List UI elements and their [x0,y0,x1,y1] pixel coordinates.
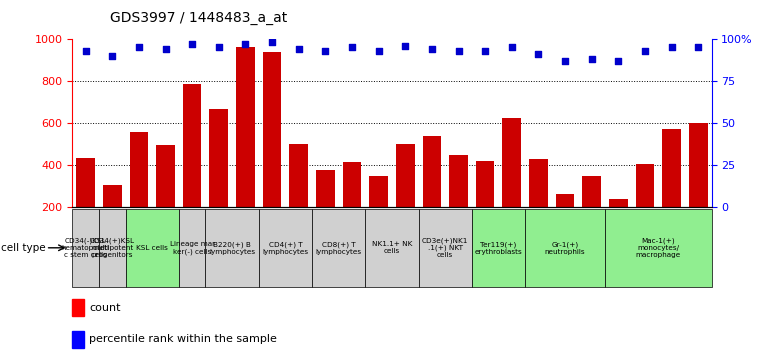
Bar [72,331,84,348]
Bar [76,158,95,249]
Bar [342,162,361,249]
Point [559,58,571,64]
Bar [263,52,282,249]
Point [213,45,225,50]
Text: NK1.1+ NK
cells: NK1.1+ NK cells [371,241,412,254]
Bar [179,209,205,287]
Text: Ter119(+)
erythroblasts: Ter119(+) erythroblasts [475,241,522,255]
Point [666,45,678,50]
Bar [99,209,126,287]
Point [400,43,412,48]
Bar [365,209,419,287]
Text: KSL cells: KSL cells [136,245,168,251]
Text: B220(+) B
lymphocytes: B220(+) B lymphocytes [209,241,255,255]
Point [186,41,199,47]
Bar [126,209,179,287]
Bar [689,123,708,249]
Text: GDS3997 / 1448483_a_at: GDS3997 / 1448483_a_at [110,11,288,25]
Text: Gr-1(+)
neutrophils: Gr-1(+) neutrophils [545,241,585,255]
Point [479,48,492,53]
Bar [72,299,84,316]
Bar [396,144,415,249]
Point [639,48,651,53]
Text: CD3e(+)NK1
.1(+) NKT
cells: CD3e(+)NK1 .1(+) NKT cells [422,237,468,258]
Point [426,46,438,52]
Text: CD8(+) T
lymphocytes: CD8(+) T lymphocytes [316,241,361,255]
Point [160,46,172,52]
Point [612,58,624,64]
Point [320,48,332,53]
Bar [103,185,122,249]
Bar [605,209,712,287]
Bar [449,155,468,249]
Point [346,45,358,50]
Bar [419,209,472,287]
Point [586,56,598,62]
Bar [556,194,575,249]
Bar [609,199,628,249]
Bar [205,209,259,287]
Bar [635,164,654,249]
Point [107,53,119,58]
Point [80,48,92,53]
Text: count: count [90,303,121,313]
Text: CD34(+)KSL
multipotent
progenitors: CD34(+)KSL multipotent progenitors [90,238,135,258]
Bar [662,129,681,249]
Point [533,51,545,57]
Point [693,45,705,50]
Bar [156,145,175,249]
Bar [472,209,525,287]
Point [453,48,465,53]
Bar [183,84,202,249]
Bar [422,136,441,249]
Bar [209,109,228,249]
Bar [529,159,548,249]
Text: CD34(-)KSL
hematopoieti
c stem cells: CD34(-)KSL hematopoieti c stem cells [62,238,110,258]
Bar [476,161,495,249]
Text: Lineage mar
ker(-) cells: Lineage mar ker(-) cells [170,241,215,255]
Text: CD4(+) T
lymphocytes: CD4(+) T lymphocytes [263,241,308,255]
Point [266,40,279,45]
Point [373,48,385,53]
Bar [259,209,312,287]
Bar [316,170,335,249]
Bar [129,132,148,249]
Text: Mac-1(+)
monocytes/
macrophage: Mac-1(+) monocytes/ macrophage [635,238,681,258]
Bar [312,209,365,287]
Bar [502,118,521,249]
Text: cell type: cell type [1,243,46,253]
Bar [525,209,605,287]
Bar [289,144,308,249]
Bar [369,176,388,249]
Point [293,46,305,52]
Bar [72,209,99,287]
Point [240,41,252,47]
Bar [582,176,601,249]
Point [133,45,145,50]
Bar [236,47,255,249]
Point [506,45,518,50]
Text: percentile rank within the sample: percentile rank within the sample [90,334,277,344]
